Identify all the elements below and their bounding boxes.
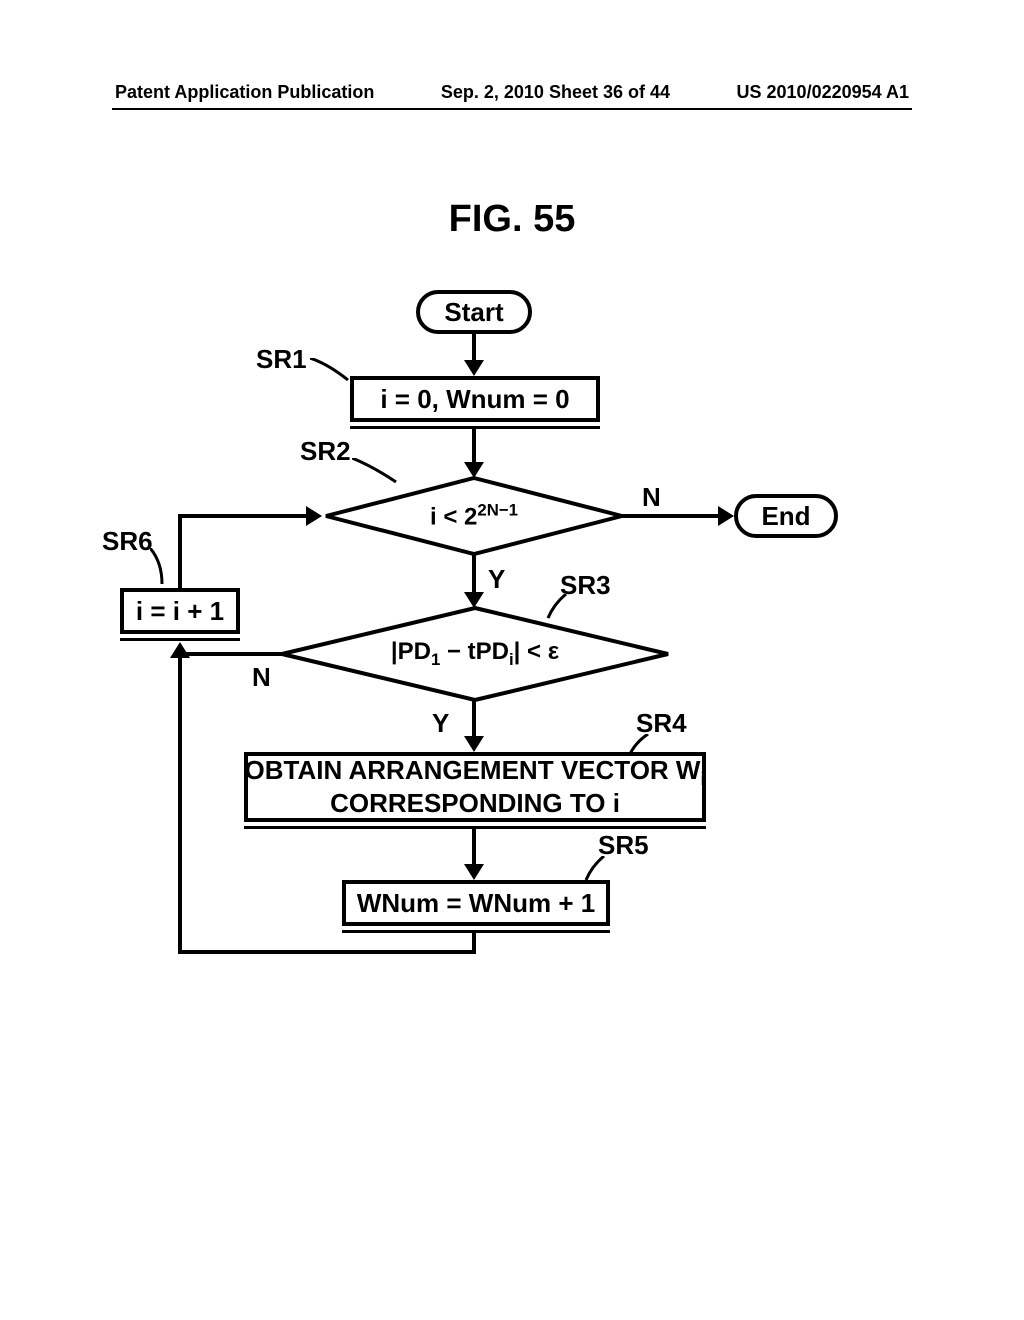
header-center: Sep. 2, 2010 Sheet 36 of 44 — [441, 82, 670, 103]
arrowhead-sr4-sr5 — [464, 864, 484, 880]
end-label: End — [761, 501, 810, 532]
arrowhead-sr3-sr4 — [464, 736, 484, 752]
sr5-process: WNum = WNum + 1 — [342, 880, 610, 926]
sr2-label: SR2 — [300, 436, 351, 467]
arrowhead-sr6-merge — [306, 506, 322, 526]
sr5-text: WNum = WNum + 1 — [357, 888, 595, 919]
sr2-text: i < 22N−1 — [430, 501, 518, 532]
sr2-no-label: N — [642, 482, 661, 513]
sr6-text: i = i + 1 — [136, 596, 224, 627]
arrow-sr5-up — [178, 652, 182, 954]
arrow-sr4-sr5 — [472, 828, 476, 866]
sr1-process: i = 0, Wnum = 0 — [350, 376, 600, 422]
arrow-sr6-right — [178, 514, 308, 518]
flowchart-diagram: Start SR1 i = 0, Wnum = 0 SR2 i < 22N−1 … — [0, 290, 1024, 990]
sr1-text: i = 0, Wnum = 0 — [380, 384, 569, 415]
page-header: Patent Application Publication Sep. 2, 2… — [0, 82, 1024, 103]
arrow-sr3-no — [180, 652, 282, 656]
figure-title: FIG. 55 — [0, 198, 1024, 241]
end-terminal: End — [734, 494, 838, 538]
sr3-no-label: N — [252, 662, 271, 693]
arrowhead-sr2-end — [718, 506, 734, 526]
sr6-leader — [150, 548, 180, 588]
arrow-sr2-sr3 — [472, 554, 476, 594]
sr6-label: SR6 — [102, 526, 153, 557]
start-label: Start — [444, 297, 503, 328]
sr1-leader — [310, 358, 354, 384]
header-rule — [112, 108, 912, 110]
header-left: Patent Application Publication — [115, 82, 374, 103]
arrow-sr5-left — [178, 950, 476, 954]
arrow-sr2-end — [622, 514, 720, 518]
arrow-sr1-sr2 — [472, 428, 476, 464]
sr5-underline — [342, 930, 610, 933]
sr3-decision: |PD1 − tPDi| < ε — [280, 606, 670, 702]
sr2-decision: i < 22N−1 — [324, 476, 624, 556]
arrowhead-start-sr1 — [464, 360, 484, 376]
start-terminal: Start — [416, 290, 532, 334]
header-right: US 2010/0220954 A1 — [737, 82, 909, 103]
sr4-text: OBTAIN ARRANGEMENT VECTOR Wi CORRESPONDI… — [245, 756, 706, 818]
sr1-label: SR1 — [256, 344, 307, 375]
sr3-yes-label: Y — [432, 708, 449, 739]
arrow-sr5-down — [472, 932, 476, 952]
arrow-sr3-sr4 — [472, 700, 476, 738]
sr6-underline — [120, 638, 240, 641]
arrow-sr6-up — [178, 514, 182, 588]
arrow-start-sr1 — [472, 334, 476, 362]
sr4-process: OBTAIN ARRANGEMENT VECTOR Wi CORRESPONDI… — [244, 752, 706, 822]
sr5-leader — [584, 856, 608, 882]
sr3-text: |PD1 − tPDi| < ε — [391, 638, 559, 670]
sr2-yes-label: Y — [488, 564, 505, 595]
sr6-process: i = i + 1 — [120, 588, 240, 634]
